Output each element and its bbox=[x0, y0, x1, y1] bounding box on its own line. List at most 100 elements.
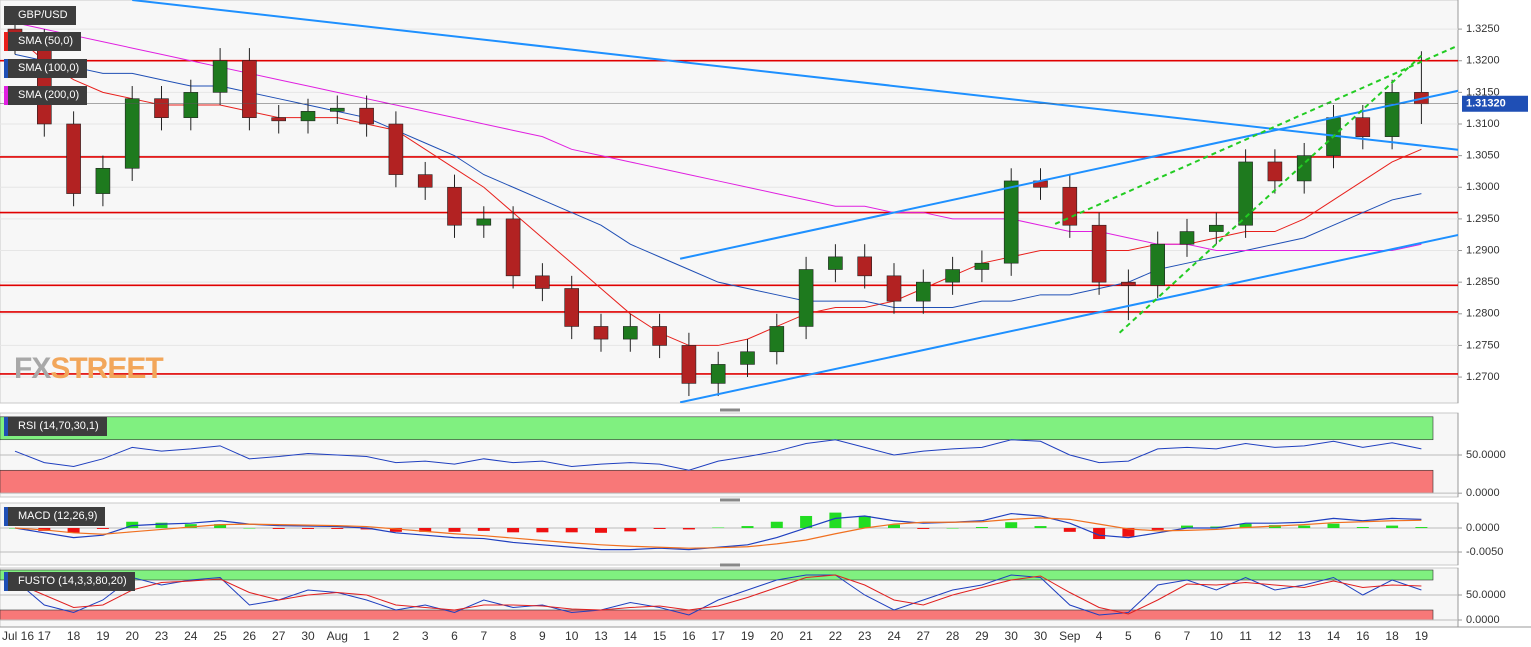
candle-body bbox=[915, 281, 931, 302]
y-tick-label: 1.3150 bbox=[1466, 86, 1500, 98]
panel bbox=[0, 0, 1458, 403]
x-tick-label: 17 bbox=[712, 629, 726, 643]
y-tick-label: 1.2700 bbox=[1466, 371, 1500, 383]
x-tick-label: 17 bbox=[38, 629, 52, 643]
histogram-bar bbox=[477, 527, 490, 531]
indicator-label: FUSTO (14,3,3,80,20) bbox=[4, 572, 135, 591]
x-tick-label: 9 bbox=[539, 629, 546, 643]
candle-body bbox=[1238, 161, 1253, 226]
candle-body bbox=[740, 351, 755, 365]
candle-body bbox=[1150, 243, 1165, 286]
indicator-label: MACD (12,26,9) bbox=[4, 507, 106, 526]
x-tick-label: 26 bbox=[243, 629, 257, 643]
x-tick-label: 21 bbox=[799, 629, 813, 643]
x-tick-label: 18 bbox=[1385, 629, 1399, 643]
y-tick-label: 1.2850 bbox=[1466, 276, 1500, 288]
candle-body bbox=[535, 275, 550, 289]
candle-body bbox=[857, 256, 873, 277]
candle-body bbox=[1384, 92, 1400, 137]
x-tick-label: 29 bbox=[975, 629, 989, 643]
x-tick-label: 14 bbox=[1327, 629, 1341, 643]
trend-line bbox=[679, 234, 1458, 403]
histogram-bar bbox=[1063, 527, 1076, 532]
zone-band bbox=[0, 609, 1434, 621]
trend-line bbox=[1054, 44, 1458, 225]
y-tick-label: 0.0000 bbox=[1466, 614, 1500, 626]
trend-line bbox=[679, 89, 1458, 260]
candle-body bbox=[564, 288, 580, 327]
candle-body bbox=[505, 218, 521, 277]
histogram-bar bbox=[741, 526, 754, 528]
histogram-bar bbox=[829, 512, 842, 528]
zone-band bbox=[0, 469, 1434, 494]
x-tick-label: 13 bbox=[1298, 629, 1312, 643]
candle-body bbox=[1121, 281, 1136, 286]
histogram-bar bbox=[624, 527, 637, 532]
y-tick-label: 1.2800 bbox=[1466, 308, 1500, 320]
histogram-bar bbox=[1181, 525, 1193, 528]
x-tick-label: 24 bbox=[887, 629, 901, 643]
histogram-bar bbox=[302, 527, 314, 529]
y-tick-label: 50.0000 bbox=[1466, 449, 1506, 461]
histogram-bar bbox=[214, 524, 227, 528]
y-tick-label: -0.0050 bbox=[1466, 546, 1503, 558]
candle-body bbox=[417, 174, 433, 188]
x-tick-label: 19 bbox=[96, 629, 110, 643]
candle-body bbox=[1091, 224, 1107, 283]
legend-entry: SMA (100,0) bbox=[4, 59, 88, 78]
y-tick-label: 1.2750 bbox=[1466, 339, 1500, 351]
candle-body bbox=[66, 123, 81, 194]
symbol-label: GBP/USD bbox=[4, 6, 76, 25]
x-tick-label: 13 bbox=[594, 629, 608, 643]
indicator-line bbox=[14, 574, 1422, 616]
histogram-bar bbox=[155, 522, 168, 528]
candle-body bbox=[1209, 224, 1224, 232]
histogram-bar bbox=[67, 527, 80, 533]
histogram-bar bbox=[770, 521, 783, 528]
candle-body bbox=[124, 98, 140, 169]
candle-body bbox=[769, 326, 785, 353]
indicator-line bbox=[14, 574, 1422, 615]
watermark-part: STREET bbox=[50, 352, 163, 385]
y-tick-label: 50.0000 bbox=[1466, 589, 1506, 601]
x-tick-label: 6 bbox=[451, 629, 458, 643]
x-tick-label: 27 bbox=[272, 629, 286, 643]
panel bbox=[0, 569, 1458, 621]
y-tick-label: 1.3200 bbox=[1466, 55, 1500, 67]
candle-body bbox=[798, 269, 814, 327]
histogram-bar bbox=[243, 527, 256, 529]
last-price-box bbox=[1462, 95, 1528, 112]
candle-body bbox=[183, 92, 199, 118]
histogram-bar bbox=[888, 524, 900, 528]
x-tick-label: 12 bbox=[1268, 629, 1282, 643]
x-tick-label: Aug bbox=[327, 629, 348, 643]
candle-body bbox=[1003, 180, 1019, 264]
candle-body bbox=[300, 111, 316, 122]
histogram-bar bbox=[1356, 527, 1369, 528]
y-tick-label: 1.3250 bbox=[1466, 23, 1500, 35]
x-tick-label: 25 bbox=[213, 629, 227, 643]
watermark-part: FX bbox=[14, 352, 51, 385]
candle-body bbox=[886, 275, 902, 302]
candle-body bbox=[1355, 117, 1371, 137]
panel-background bbox=[0, 502, 1459, 566]
histogram-bar bbox=[419, 527, 432, 532]
histogram-bar bbox=[272, 527, 285, 529]
indicator-label: RSI (14,70,30,1) bbox=[4, 417, 107, 436]
x-tick-label: 18 bbox=[67, 629, 81, 643]
histogram-bar bbox=[1151, 527, 1164, 530]
histogram-bar bbox=[595, 527, 607, 533]
histogram-bar bbox=[1034, 526, 1047, 528]
x-tick-label: 16 bbox=[682, 629, 696, 643]
x-tick-label: 7 bbox=[1184, 629, 1191, 643]
x-tick-label: 20 bbox=[770, 629, 784, 643]
candle-body bbox=[154, 98, 169, 118]
histogram-bar bbox=[1415, 527, 1428, 528]
y-tick-label: 1.2900 bbox=[1466, 244, 1500, 256]
trend-line bbox=[132, 0, 1458, 151]
histogram-bar bbox=[184, 524, 197, 528]
zone-band bbox=[0, 416, 1434, 441]
x-tick-label: 11 bbox=[1239, 629, 1252, 643]
histogram-bar bbox=[448, 527, 461, 532]
